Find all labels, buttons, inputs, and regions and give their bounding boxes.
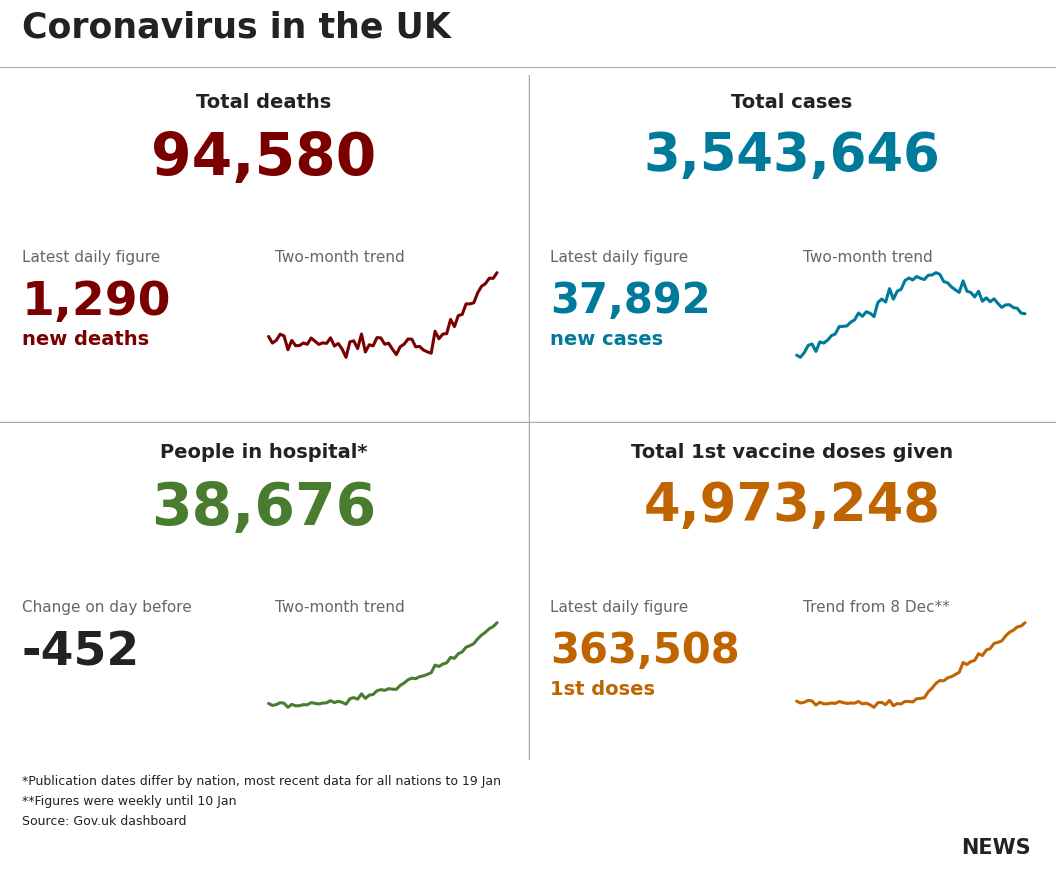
Text: Source: Gov.uk dashboard: Source: Gov.uk dashboard <box>22 815 187 828</box>
Text: Trend from 8 Dec**: Trend from 8 Dec** <box>803 600 949 615</box>
Text: Total 1st vaccine doses given: Total 1st vaccine doses given <box>630 443 954 462</box>
Text: Total cases: Total cases <box>732 93 852 112</box>
Text: 38,676: 38,676 <box>151 480 377 537</box>
Text: Two-month trend: Two-month trend <box>275 250 404 265</box>
Text: Latest daily figure: Latest daily figure <box>550 250 689 265</box>
Text: Latest daily figure: Latest daily figure <box>22 250 161 265</box>
Text: Change on day before: Change on day before <box>22 600 192 615</box>
Text: B: B <box>883 844 899 864</box>
Text: 363,508: 363,508 <box>550 630 740 672</box>
Text: C: C <box>925 844 941 864</box>
Text: Total deaths: Total deaths <box>196 93 332 112</box>
Text: *Publication dates differ by nation, most recent data for all nations to 19 Jan: *Publication dates differ by nation, mos… <box>22 775 501 788</box>
Text: NEWS: NEWS <box>961 838 1031 858</box>
Text: People in hospital*: People in hospital* <box>161 443 367 462</box>
Text: 4,973,248: 4,973,248 <box>643 480 941 532</box>
Text: new deaths: new deaths <box>22 330 149 349</box>
Text: Two-month trend: Two-month trend <box>803 250 932 265</box>
Text: Latest daily figure: Latest daily figure <box>550 600 689 615</box>
Text: -452: -452 <box>22 630 140 675</box>
Text: B: B <box>841 844 856 864</box>
Text: Coronavirus in the UK: Coronavirus in the UK <box>22 10 451 44</box>
Text: 37,892: 37,892 <box>550 280 711 322</box>
Text: Two-month trend: Two-month trend <box>275 600 404 615</box>
Text: 94,580: 94,580 <box>151 130 377 187</box>
Text: 3,543,646: 3,543,646 <box>643 130 941 182</box>
Text: **Figures were weekly until 10 Jan: **Figures were weekly until 10 Jan <box>22 795 237 808</box>
Text: 1st doses: 1st doses <box>550 680 655 699</box>
Text: 1,290: 1,290 <box>22 280 171 325</box>
Text: new cases: new cases <box>550 330 663 349</box>
